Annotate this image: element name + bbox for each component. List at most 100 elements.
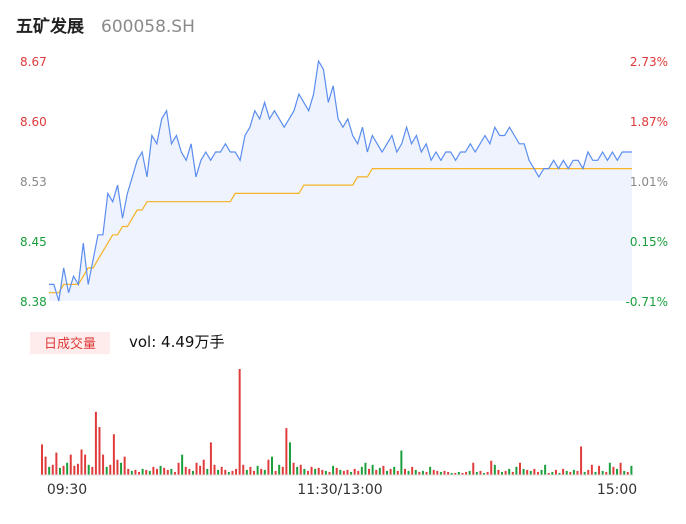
volume-bar xyxy=(152,466,155,475)
volume-bar xyxy=(324,470,327,475)
volume-bar xyxy=(238,369,241,475)
volume-bar xyxy=(278,464,281,475)
volume-bar xyxy=(436,470,439,475)
volume-bar xyxy=(296,466,299,475)
volume-bar xyxy=(288,442,291,475)
volume-bar xyxy=(91,466,94,475)
stock-code: 600058.SH xyxy=(101,17,195,37)
volume-bar xyxy=(486,471,489,475)
volume-bar xyxy=(242,464,245,475)
volume-bar xyxy=(41,444,43,475)
volume-bar xyxy=(245,469,248,475)
volume-bar xyxy=(339,469,342,475)
volume-bar xyxy=(583,471,586,475)
volume-bar xyxy=(310,466,313,475)
volume-bar xyxy=(598,465,601,475)
volume-bar xyxy=(554,469,557,475)
volume-bar xyxy=(217,469,220,475)
volume-bar xyxy=(497,469,500,475)
volume-bar xyxy=(317,467,320,475)
volume-bar xyxy=(594,471,597,475)
pct-tick-label: 0.15% xyxy=(630,235,668,249)
volume-bar xyxy=(249,466,252,475)
volume-bar xyxy=(170,468,173,475)
volume-bar xyxy=(80,449,83,475)
price-tick-label: 8.38 xyxy=(20,295,47,309)
volume-bar xyxy=(608,462,611,475)
volume-bar xyxy=(475,471,478,475)
volume-bar xyxy=(177,462,180,475)
volume-bar xyxy=(389,468,392,475)
volume-bar xyxy=(421,470,424,475)
volume-bar xyxy=(393,466,396,475)
time-label-close: 15:00 xyxy=(597,482,637,498)
price-area-fill xyxy=(49,61,632,301)
volume-bar xyxy=(55,452,58,475)
volume-bar xyxy=(263,469,266,475)
volume-bar xyxy=(357,470,360,475)
volume-bar xyxy=(156,468,158,475)
volume-bar xyxy=(224,469,227,475)
volume-bar xyxy=(109,464,112,475)
volume-bar xyxy=(472,462,475,475)
volume-bar xyxy=(94,411,97,475)
volume-bar xyxy=(346,469,349,475)
volume-bar xyxy=(353,468,356,475)
volume-bar xyxy=(432,469,435,475)
volume-bar xyxy=(195,462,198,475)
volume-bar xyxy=(145,469,148,475)
volume-bar xyxy=(44,456,47,475)
pct-tick-label: 1.01% xyxy=(630,175,668,189)
volume-bar xyxy=(98,427,101,475)
volume-bar xyxy=(536,471,539,475)
volume-bar xyxy=(69,454,72,475)
volume-bar xyxy=(544,464,547,475)
volume-bar xyxy=(120,462,123,475)
volume-bar xyxy=(256,465,259,475)
volume-bar xyxy=(450,472,453,475)
volume-bar xyxy=(360,466,363,475)
volume-bar xyxy=(66,462,69,475)
volume-bar xyxy=(335,467,338,475)
volume-bar xyxy=(569,471,572,475)
volume-bar xyxy=(457,471,460,475)
volume-bar xyxy=(299,464,302,475)
volume-bar xyxy=(590,464,593,475)
volume-bar xyxy=(281,466,284,475)
volume-bar xyxy=(48,466,51,475)
volume-bar xyxy=(364,462,367,475)
volume-bar xyxy=(526,469,529,475)
volume-bar xyxy=(605,471,608,475)
volume-bar xyxy=(213,464,216,475)
stock-name: 五矿发展 xyxy=(16,16,84,37)
volume-bar xyxy=(130,470,133,475)
volume-bar xyxy=(134,469,137,475)
volume-bar xyxy=(447,471,450,475)
volume-bar xyxy=(501,471,503,475)
volume-bar xyxy=(468,470,471,475)
volume-bar xyxy=(461,472,464,475)
volume-bar xyxy=(260,468,263,475)
volume-bar xyxy=(332,465,335,475)
volume-bar xyxy=(84,454,87,475)
volume-bar xyxy=(576,470,579,475)
volume-bar xyxy=(630,465,633,475)
volume-bar xyxy=(102,454,105,475)
volume-bar xyxy=(368,468,371,475)
volume-bar xyxy=(191,470,194,475)
volume-bar xyxy=(558,472,561,475)
volume-bar xyxy=(231,470,234,475)
volume-bar xyxy=(400,450,403,475)
volume-bar xyxy=(202,459,205,475)
volume-bar xyxy=(159,465,162,475)
volume-bar xyxy=(465,471,468,475)
volume-bar xyxy=(314,468,317,475)
volume-bar xyxy=(127,468,130,475)
volume-bar xyxy=(429,466,432,475)
volume-bar xyxy=(580,446,583,475)
volume-bar xyxy=(253,470,256,475)
volume-bar xyxy=(511,471,514,475)
volume-bar xyxy=(616,468,619,475)
price-tick-label: 8.60 xyxy=(20,115,47,129)
volume-bars xyxy=(41,369,633,475)
